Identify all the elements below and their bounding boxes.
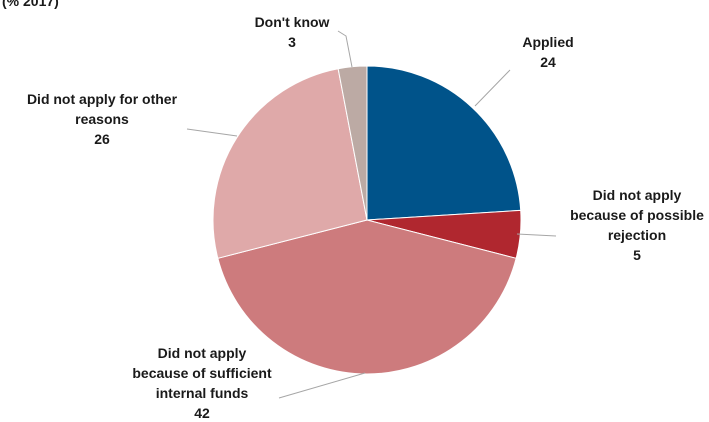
pie-slices [212, 65, 522, 375]
leader-line [186, 128, 238, 137]
slice-value-label: 42 [194, 405, 210, 421]
slice-name-label: Did not apply [158, 345, 247, 361]
slice-label: Did not apply for other reasons 26 [27, 91, 178, 147]
slice-label: Don't know 3 [255, 14, 330, 50]
slice-value-label: 3 [288, 34, 296, 50]
chart-title: (% 2017) [2, 0, 59, 9]
leader-line [474, 69, 511, 107]
slice-value-label: 24 [540, 54, 556, 70]
pie-slice-did-not-apply-because-of-sufficient-internal-funds [217, 219, 517, 375]
slice-labels: Applied 24 Did not apply because of possibl… [27, 14, 704, 421]
slice-name-label: reasons [75, 111, 129, 127]
slice-name-label: Did not apply for other [27, 91, 178, 107]
leader-lines [186, 30, 557, 399]
slice-label: Did not apply because of sufficient intern… [132, 345, 272, 421]
slice-name-label: internal funds [156, 385, 249, 401]
slice-value-label: 26 [94, 131, 110, 147]
pie-slice-don-t-know [337, 65, 368, 221]
leader-line [278, 372, 366, 399]
slice-name-label: Don't know [255, 14, 330, 30]
slice-name-label: Did not apply [593, 187, 682, 203]
slice-label: Did not apply because of possible rejectio… [570, 187, 704, 263]
leader-line [516, 233, 557, 237]
slice-name-label: because of possible [570, 207, 704, 223]
leader-line [337, 30, 353, 68]
slice-name-label: Applied [522, 34, 573, 50]
slice-value-label: 5 [633, 247, 641, 263]
slice-label: Applied 24 [522, 34, 573, 70]
pie-slice-did-not-apply-for-other-reasons [212, 68, 368, 259]
pie-slice-applied [366, 65, 522, 221]
slice-name-label: rejection [608, 227, 666, 243]
slice-name-label: because of sufficient [132, 365, 272, 381]
